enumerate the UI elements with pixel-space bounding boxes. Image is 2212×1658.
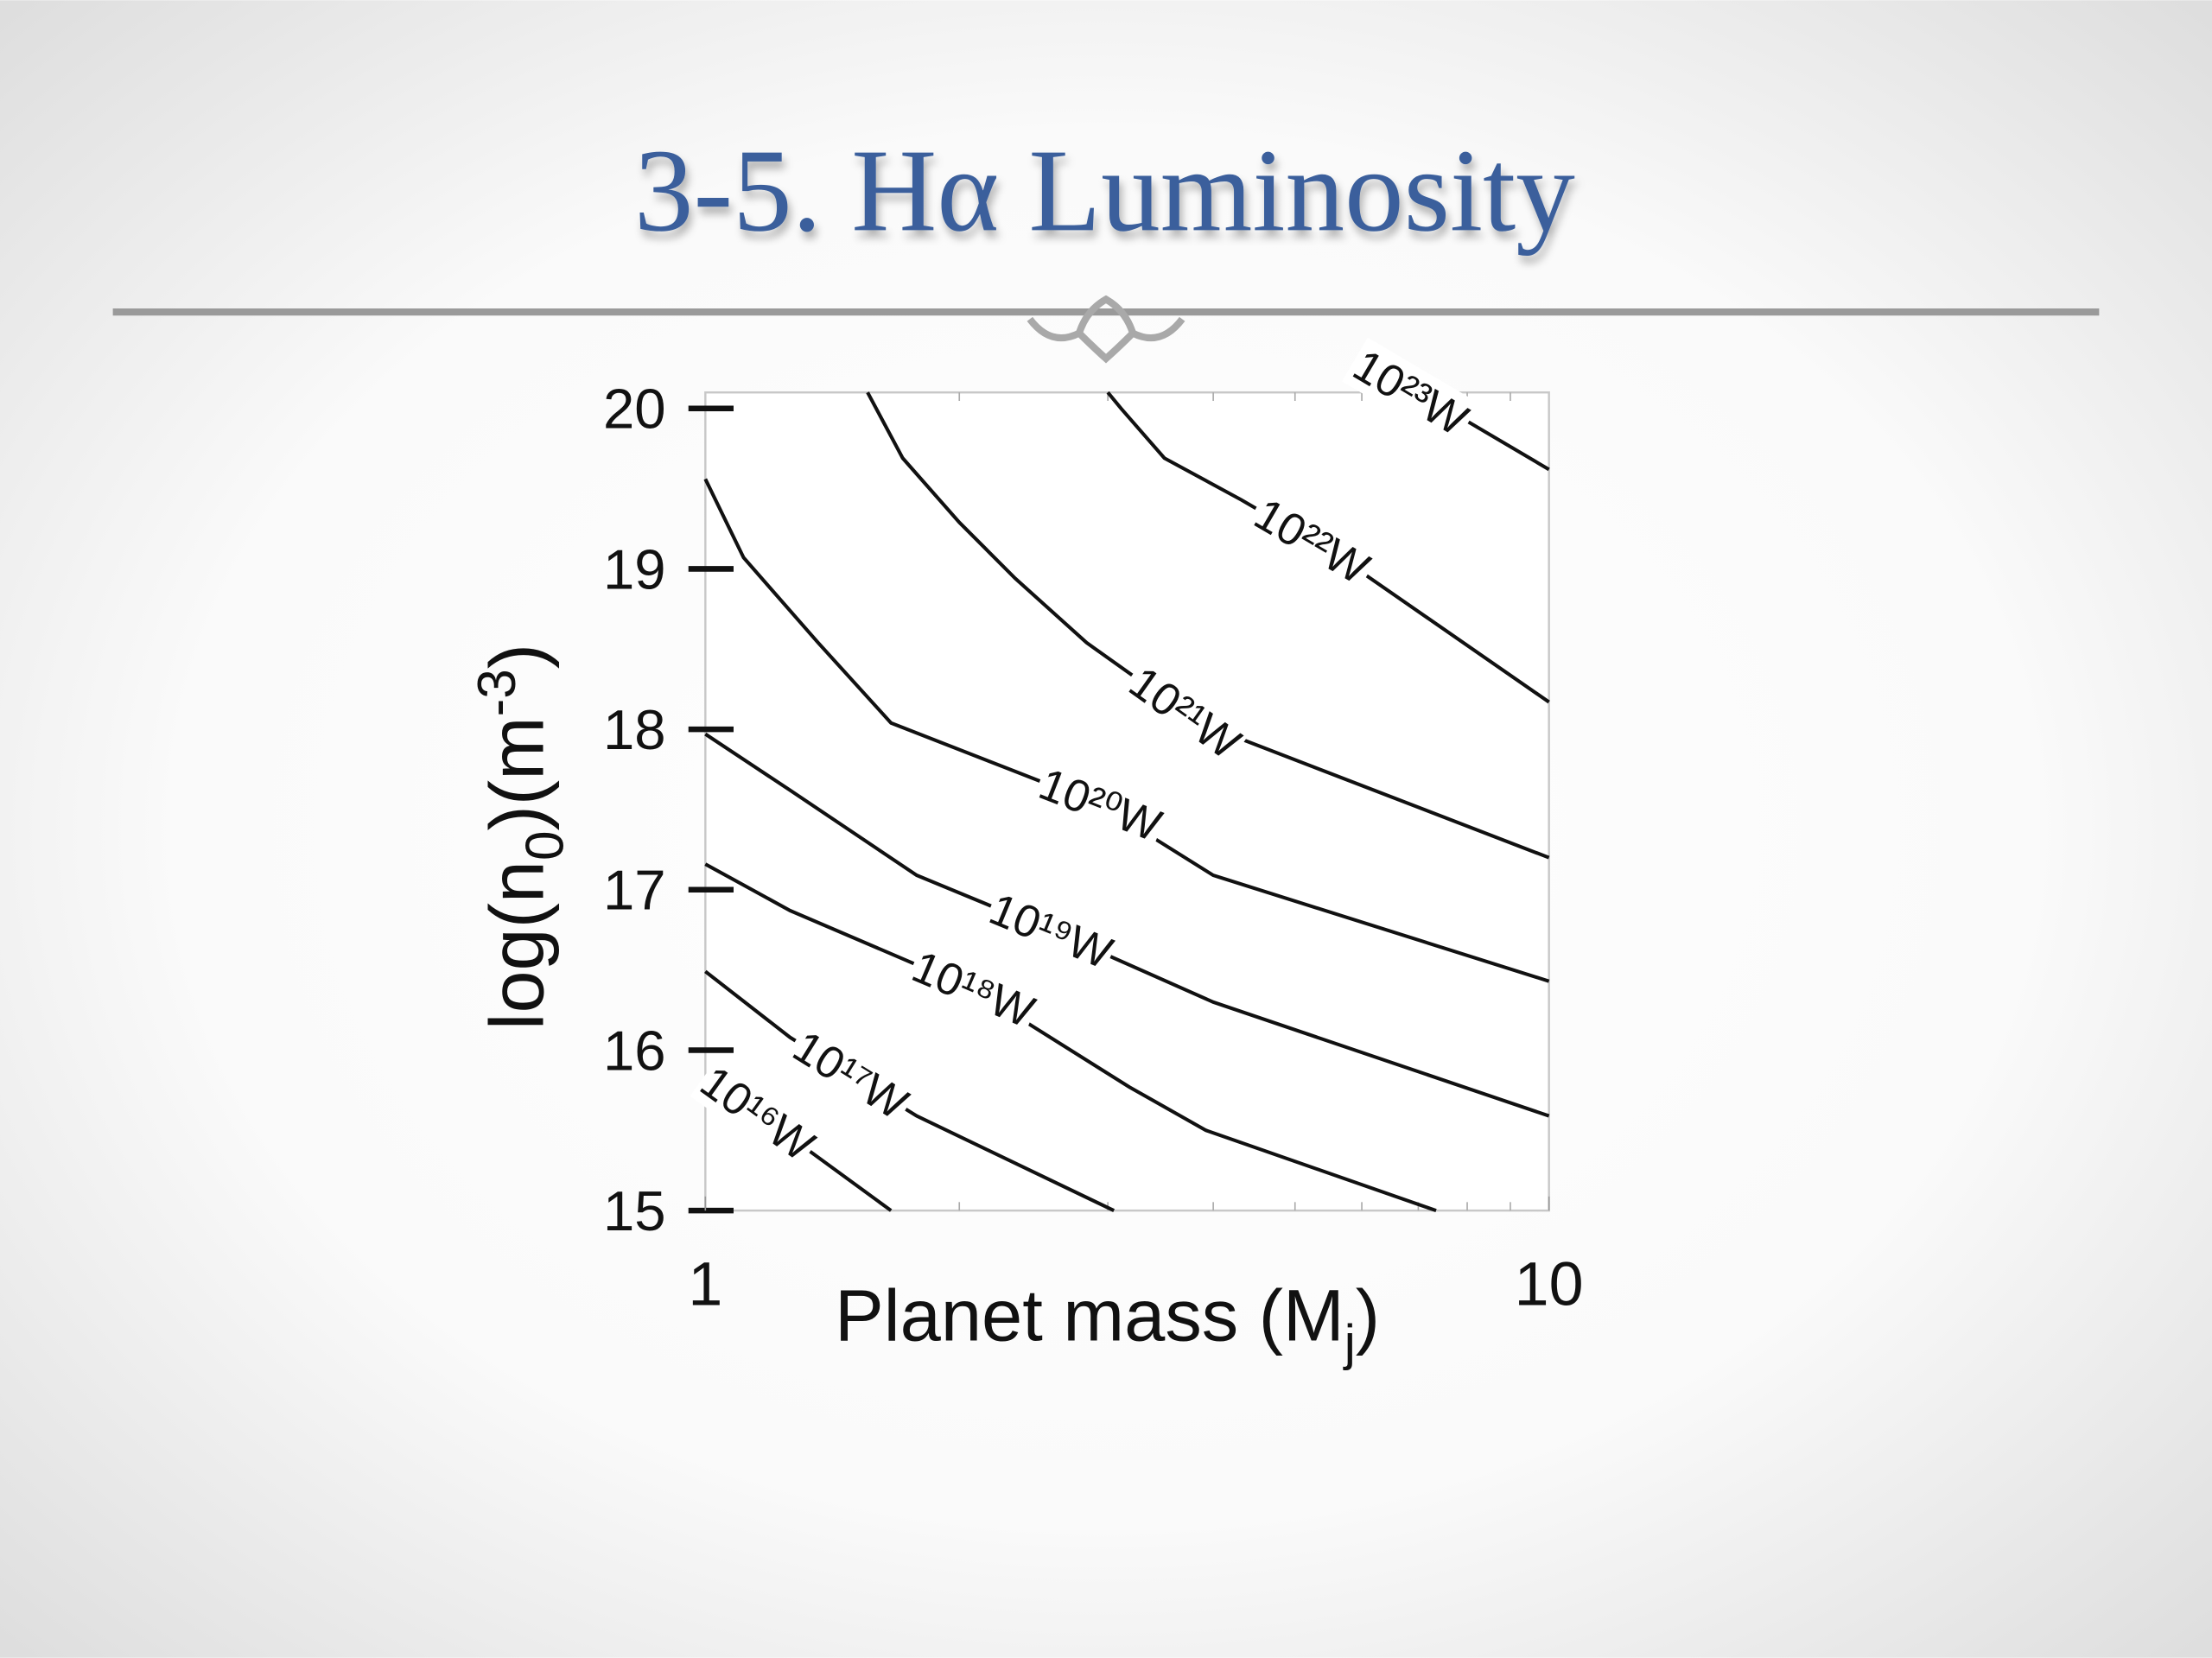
- y-axis-label: log(n0)(m-3): [467, 644, 575, 1030]
- y-label-sub: 0: [515, 831, 575, 861]
- contour-label-bg: [903, 940, 1044, 1039]
- contour-line: [1106, 391, 1550, 704]
- y-label-text: log(n: [474, 861, 560, 1030]
- x-label-sub: j: [1343, 1315, 1356, 1371]
- y-tick-label: 19: [603, 537, 666, 600]
- y-label-end: ): [474, 644, 560, 669]
- y-label-mid: )(m: [474, 716, 560, 830]
- y-label-sup: -3: [467, 669, 527, 716]
- slide-title: 3-5. Hα Luminosity: [634, 124, 1575, 256]
- x-tick-label: 10: [1515, 1250, 1584, 1319]
- y-tick-label: 17: [603, 859, 666, 922]
- y-tick-label: 18: [603, 698, 666, 761]
- contour-label-bg: [690, 1054, 825, 1172]
- contour-label-bg: [1117, 654, 1253, 772]
- contour-label-bg: [782, 1019, 919, 1131]
- contour-label-bg: [1342, 337, 1480, 448]
- x-label-end: ): [1356, 1274, 1380, 1356]
- contour-line: [704, 862, 1437, 1213]
- contour-label-bg: [981, 882, 1121, 980]
- y-tick-label: 16: [603, 1019, 666, 1082]
- x-tick-label: 1: [688, 1250, 722, 1319]
- y-tick-label: 20: [603, 378, 666, 441]
- contour-label-bg: [1030, 757, 1171, 853]
- x-label-text: Planet mass (M: [835, 1274, 1344, 1356]
- y-tick-label: 15: [603, 1179, 666, 1242]
- contour-label-bg: [1243, 486, 1382, 596]
- x-axis-label: Planet mass (Mj): [835, 1274, 1380, 1371]
- divider-ornament: [1027, 295, 1185, 364]
- contour-line: [703, 478, 1550, 983]
